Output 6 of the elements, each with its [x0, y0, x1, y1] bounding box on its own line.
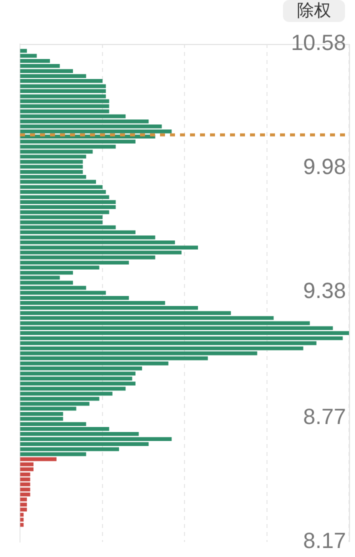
y-tick-label: 8.77	[303, 404, 346, 430]
y-tick-label: 8.17	[303, 528, 346, 554]
y-tick-label: 10.58	[290, 30, 346, 56]
y-tick-label: 9.38	[303, 278, 346, 304]
y-tick-label: 9.98	[303, 154, 346, 180]
text: 除权	[283, 0, 345, 22]
